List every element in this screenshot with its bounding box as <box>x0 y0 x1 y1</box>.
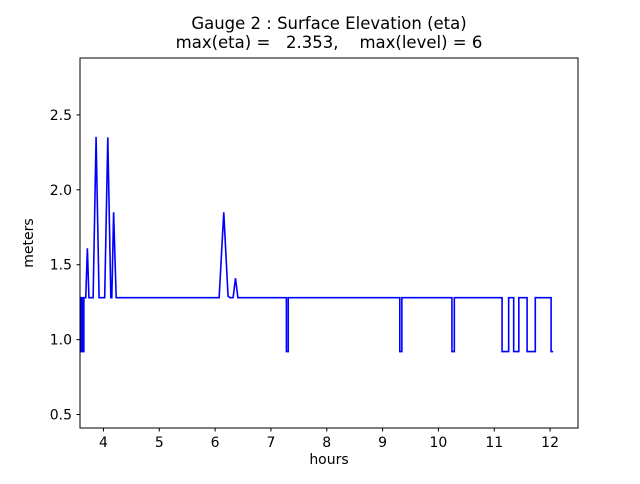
x-tick-label: 6 <box>211 435 220 451</box>
x-tick-label: 9 <box>378 435 387 451</box>
y-tick-label: 1.5 <box>50 258 72 274</box>
x-tick-label: 4 <box>99 435 108 451</box>
x-axis-label: hours <box>309 452 348 468</box>
y-tick-label: 1.0 <box>50 333 72 349</box>
y-tick-label: 0.5 <box>50 408 72 424</box>
x-tick-label: 5 <box>155 435 164 451</box>
x-tick-label: 8 <box>322 435 331 451</box>
eta-series-line <box>80 136 554 353</box>
chart-title: Gauge 2 : Surface Elevation (eta) <box>191 14 466 33</box>
plot-spines <box>79 57 579 429</box>
y-tick-label: 2.5 <box>50 108 72 124</box>
plot-area <box>80 58 578 428</box>
chart-subtitle: max(eta) = 2.353, max(level) = 6 <box>176 33 483 52</box>
axis-ticks: 4 5 6 7 8 9 10 11 12 0.5 1.0 1.5 2.0 2.5 <box>50 108 559 451</box>
x-tick-label: 7 <box>266 435 275 451</box>
x-tick-label: 11 <box>485 435 503 451</box>
x-tick-label: 12 <box>541 435 559 451</box>
y-tick-label: 2.0 <box>50 183 72 199</box>
y-axis-label: meters <box>21 218 37 267</box>
x-tick-label: 10 <box>430 435 448 451</box>
